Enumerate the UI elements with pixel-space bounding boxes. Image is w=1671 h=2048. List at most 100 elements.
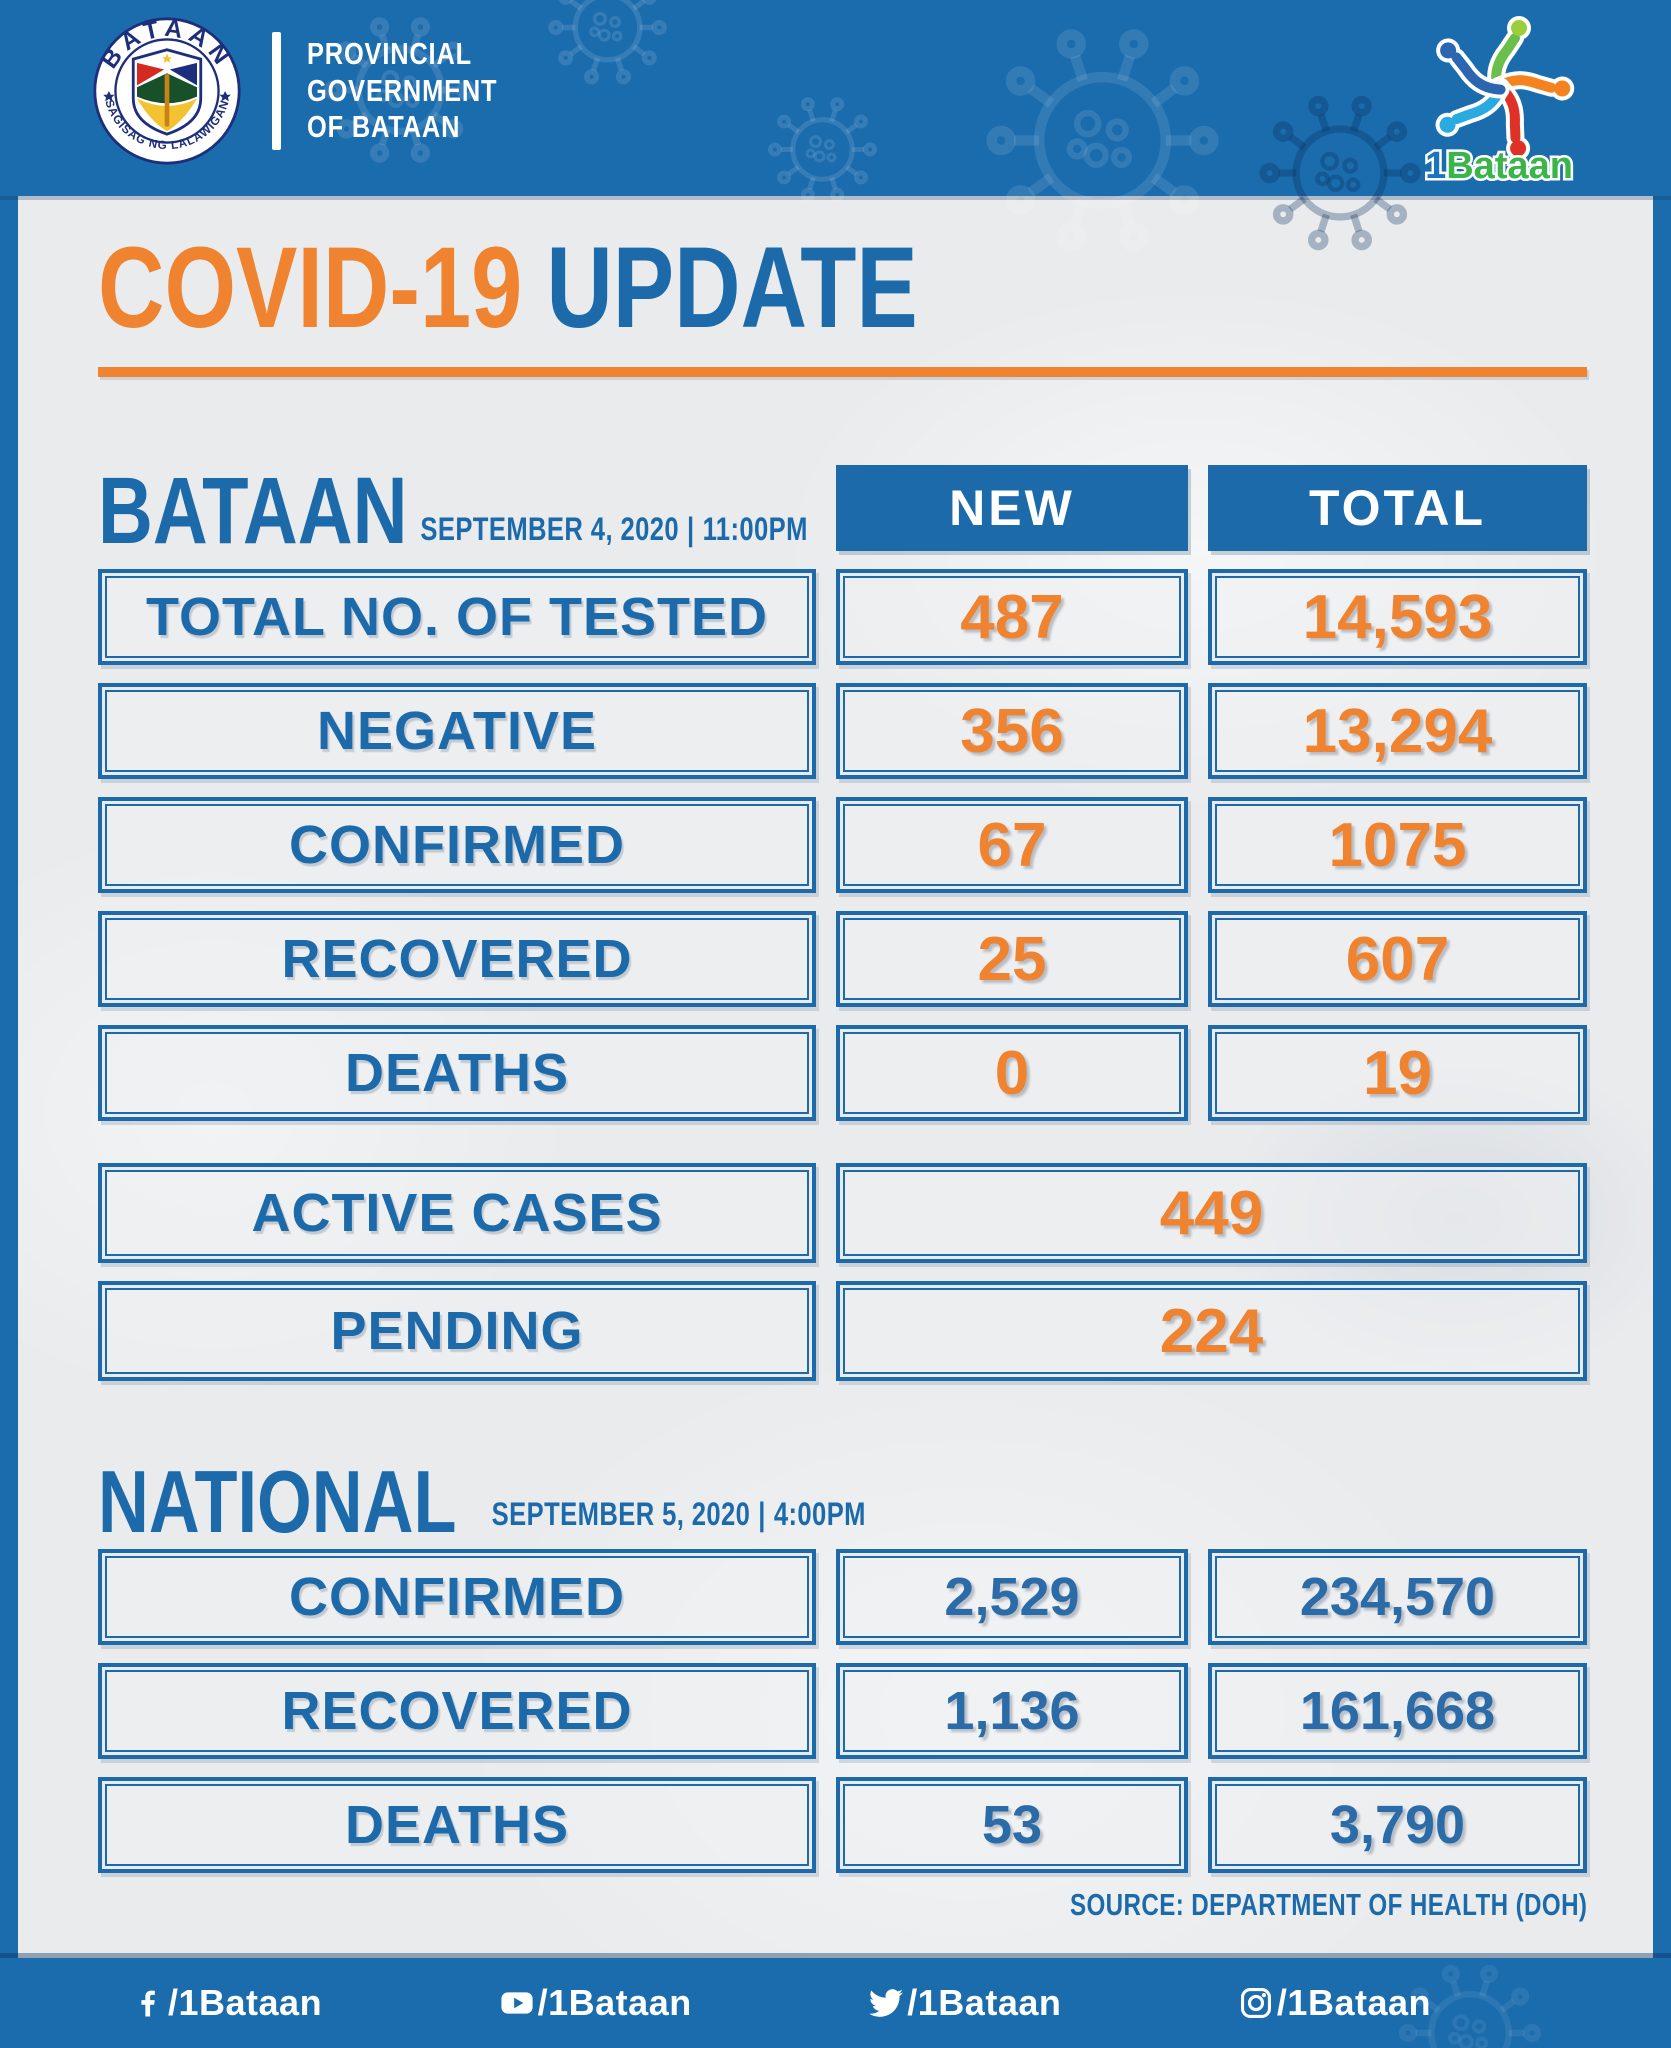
column-header-new: NEW <box>836 465 1188 552</box>
row-label-text: PENDING <box>330 1301 584 1362</box>
value-text: 224 <box>1159 1296 1264 1366</box>
header-band: BATAAN SAGISAG NG LALAWIGAN PROVINCIAL G… <box>0 0 1671 196</box>
value-text: 19 <box>1363 1038 1432 1108</box>
social-handle-text: /1Bataan <box>907 1982 1062 2023</box>
youtube-handle: /1Bataan <box>500 1982 692 2024</box>
provincial-government-brand: BATAAN SAGISAG NG LALAWIGAN PROVINCIAL G… <box>92 16 539 166</box>
bataan-table: BATAAN SEPTEMBER 4, 2020 | 11:00PM NEW TOT… <box>98 458 1587 1122</box>
row-new-value: 53 <box>836 1777 1188 1874</box>
row-new-value: 25 <box>836 911 1188 1008</box>
value-text: 3,790 <box>1329 1795 1466 1856</box>
org-name-line: PROVINCIAL <box>307 36 472 72</box>
national-date: SEPTEMBER 5, 2020 <box>491 1496 751 1533</box>
facebook-icon <box>141 1990 155 2017</box>
row-label-text: DEATHS <box>344 1043 569 1104</box>
row-label: RECOVERED <box>98 911 816 1008</box>
value-text: 1075 <box>1328 810 1467 880</box>
bataan-summary-table: ACTIVE CASES 449 PENDING 224 <box>98 1163 1587 1382</box>
row-new-value: 2,529 <box>836 1549 1188 1646</box>
row-label-text: CONFIRMED <box>289 815 625 876</box>
title-covid: COVID-19 <box>98 224 523 352</box>
datetime-separator: | <box>758 1496 766 1533</box>
bataan-seal-icon: BATAAN SAGISAG NG LALAWIGAN <box>93 16 241 165</box>
value-text: 449 <box>1159 1178 1264 1248</box>
virus-watermark-icon <box>765 92 880 207</box>
onebataan-star-icon: 1Bataan <box>1423 16 1575 190</box>
row-new-value: 1,136 <box>836 1663 1188 1760</box>
onebataan-logo: 1Bataan <box>1399 6 1599 196</box>
row-label: CONFIRMED <box>98 797 816 894</box>
row-total-value: 234,570 <box>1208 1549 1587 1646</box>
row-label-text: DEATHS <box>344 1795 569 1856</box>
value-text: 67 <box>977 810 1047 880</box>
value-text: 14,593 <box>1302 582 1493 652</box>
row-total-value: 14,593 <box>1208 569 1587 666</box>
value-text: 1,136 <box>944 1681 1080 1742</box>
org-name-line: GOVERNMENT <box>307 72 498 108</box>
row-label: TOTAL NO. OF TESTED <box>98 569 816 666</box>
row-label: CONFIRMED <box>98 1549 816 1646</box>
datetime-separator: | <box>687 511 695 548</box>
bataan-time: 11:00PM <box>702 511 808 548</box>
row-label: RECOVERED <box>98 1663 816 1760</box>
org-name: PROVINCIAL GOVERNMENT OF BATAAN <box>307 36 497 146</box>
row-value-wide: 449 <box>836 1163 1587 1264</box>
footer-band: /1Bataan /1Bataan /1Bataan /1Bataan <box>0 1958 1671 2048</box>
value-text: 607 <box>1345 924 1450 994</box>
row-label: NEGATIVE <box>98 683 816 780</box>
national-section-heading: NATIONAL SEPTEMBER 5, 2020 | 4:00PM <box>98 1427 1289 1551</box>
row-new-value: 0 <box>836 1025 1188 1122</box>
row-total-value: 19 <box>1208 1025 1587 1122</box>
national-table: CONFIRMED 2,529 234,570 RECOVERED 1,136 … <box>98 1549 1587 1874</box>
national-time: 4:00PM <box>773 1496 866 1533</box>
bataan-section-heading: BATAAN SEPTEMBER 4, 2020 | 11:00PM <box>98 458 807 565</box>
row-total-value: 3,790 <box>1208 1777 1587 1874</box>
row-new-value: 67 <box>836 797 1188 894</box>
source-note: SOURCE: DEPARTMENT OF HEALTH (DOH) <box>98 1887 1587 1923</box>
bataan-datetime: SEPTEMBER 4, 2020 | 11:00PM <box>420 511 807 551</box>
social-handle-text: /1Bataan <box>1276 1982 1431 2023</box>
row-label: PENDING <box>98 1281 816 1382</box>
row-value-wide: 224 <box>836 1281 1587 1382</box>
row-total-value: 13,294 <box>1208 683 1587 780</box>
row-label: ACTIVE CASES <box>98 1163 816 1264</box>
value-text: 2,529 <box>944 1567 1080 1628</box>
value-text: 53 <box>981 1795 1043 1856</box>
row-new-value: 487 <box>836 569 1188 666</box>
value-text: 25 <box>977 924 1047 994</box>
instagram-handle: /1Bataan <box>1239 1982 1431 2024</box>
twitter-handle: /1Bataan <box>869 1982 1061 2024</box>
row-total-value: 1075 <box>1208 797 1587 894</box>
national-datetime: SEPTEMBER 5, 2020 | 4:00PM <box>492 1496 866 1539</box>
value-text: 234,570 <box>1299 1567 1496 1628</box>
bataan-date: SEPTEMBER 4, 2020 <box>420 511 680 548</box>
row-label-text: RECOVERED <box>281 929 633 990</box>
source-note-text: SOURCE: DEPARTMENT OF HEALTH (DOH) <box>1069 1887 1587 1923</box>
content-card: COVID-19 UPDATE BATAAN SEPTEMBER 4, 2020 |… <box>18 196 1653 1958</box>
row-label: DEATHS <box>98 1025 816 1122</box>
brand-divider <box>272 32 281 150</box>
row-label-text: NEGATIVE <box>316 701 598 762</box>
row-label-text: TOTAL NO. OF TESTED <box>145 587 769 648</box>
national-heading: NATIONAL <box>98 1451 457 1551</box>
facebook-handle: /1Bataan <box>130 1982 322 2024</box>
row-label-text: CONFIRMED <box>289 1567 625 1628</box>
row-label-text: ACTIVE CASES <box>251 1183 663 1244</box>
virus-watermark-icon <box>980 18 1225 263</box>
social-handle-text: /1Bataan <box>168 1982 323 2023</box>
row-label-text: RECOVERED <box>281 1681 633 1742</box>
row-total-value: 607 <box>1208 911 1587 1008</box>
title-underline <box>98 367 1587 378</box>
youtube-icon <box>501 1992 533 2014</box>
value-text: 487 <box>960 582 1064 652</box>
onebataan-wordmark: 1Bataan <box>1425 145 1573 187</box>
bataan-heading: BATAAN <box>98 458 408 565</box>
virus-watermark-icon <box>545 0 670 90</box>
twitter-icon <box>869 1989 904 2017</box>
value-text: 0 <box>994 1038 1030 1108</box>
page-title: COVID-19 UPDATE <box>98 229 1289 347</box>
row-total-value: 161,668 <box>1208 1663 1587 1760</box>
org-name-line: OF BATAAN <box>307 109 461 145</box>
row-label: DEATHS <box>98 1777 816 1874</box>
